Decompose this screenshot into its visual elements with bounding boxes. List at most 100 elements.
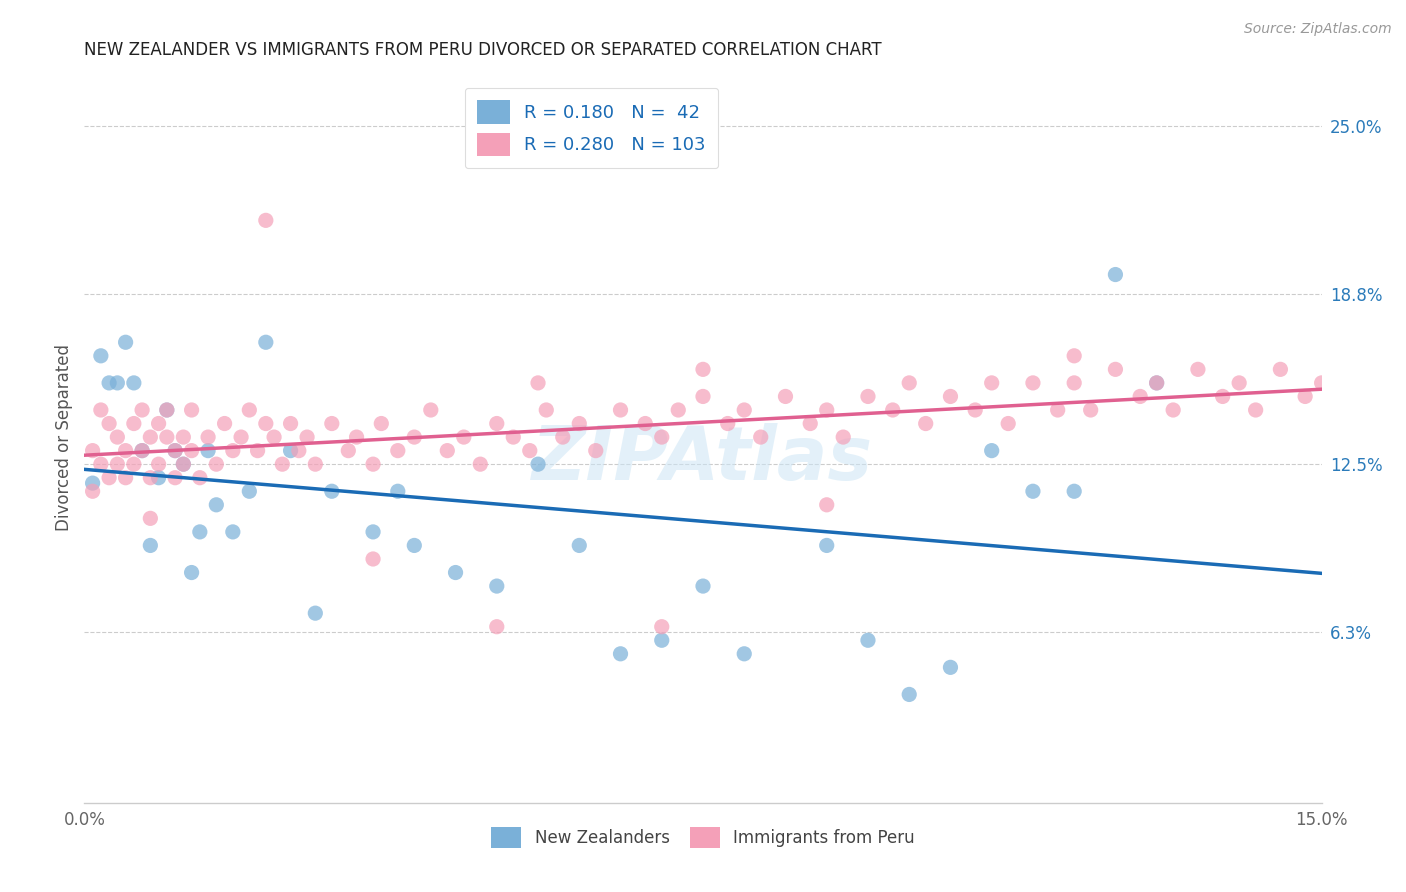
Point [222, 524, 245, 539]
Point [205, 498, 228, 512]
Point [139, 511, 162, 525]
Point [180, 403, 202, 417]
Point [156, 430, 179, 444]
Point [90, 403, 112, 417]
Point [214, 417, 236, 431]
Text: ZIPAtlas: ZIPAtlas [533, 423, 873, 496]
Point [536, 403, 558, 417]
Point [254, 417, 277, 431]
Point [502, 430, 524, 444]
Point [361, 457, 384, 471]
Point [1146, 376, 1168, 390]
Point [609, 403, 631, 417]
Point [122, 417, 145, 431]
Point [188, 524, 211, 539]
Point [1227, 376, 1250, 390]
Point [692, 389, 714, 403]
Point [453, 430, 475, 444]
Point [856, 633, 879, 648]
Point [444, 566, 467, 580]
Point [485, 417, 508, 431]
Point [254, 335, 277, 350]
Point [980, 443, 1002, 458]
Point [485, 579, 508, 593]
Point [321, 417, 343, 431]
Point [122, 376, 145, 390]
Point [180, 566, 202, 580]
Point [815, 498, 838, 512]
Point [1187, 362, 1209, 376]
Point [148, 471, 170, 485]
Point [585, 443, 607, 458]
Point [997, 417, 1019, 431]
Point [131, 403, 153, 417]
Point [832, 430, 855, 444]
Point [105, 376, 128, 390]
Point [1104, 268, 1126, 282]
Point [98, 376, 121, 390]
Point [114, 471, 136, 485]
Point [965, 403, 987, 417]
Point [856, 389, 879, 403]
Point [1104, 362, 1126, 376]
Point [799, 417, 821, 431]
Point [98, 417, 121, 431]
Point [815, 403, 838, 417]
Point [188, 471, 211, 485]
Point [82, 484, 104, 499]
Point [82, 476, 104, 491]
Point [205, 457, 228, 471]
Point [180, 443, 202, 458]
Point [651, 620, 673, 634]
Point [238, 484, 260, 499]
Point [90, 457, 112, 471]
Point [527, 457, 550, 471]
Point [436, 443, 458, 458]
Point [114, 335, 136, 350]
Point [337, 443, 360, 458]
Point [148, 457, 170, 471]
Point [898, 376, 921, 390]
Point [295, 430, 318, 444]
Point [1063, 376, 1085, 390]
Point [197, 443, 219, 458]
Point [1046, 403, 1069, 417]
Legend: New Zealanders, Immigrants from Peru: New Zealanders, Immigrants from Peru [484, 819, 922, 856]
Point [229, 430, 252, 444]
Point [254, 213, 277, 227]
Point [898, 688, 921, 702]
Point [551, 430, 574, 444]
Point [568, 538, 591, 552]
Point [122, 457, 145, 471]
Point [749, 430, 772, 444]
Point [1080, 403, 1102, 417]
Point [82, 443, 104, 458]
Point [361, 524, 384, 539]
Point [271, 457, 294, 471]
Point [419, 403, 441, 417]
Point [98, 471, 121, 485]
Point [666, 403, 689, 417]
Point [485, 620, 508, 634]
Point [1310, 376, 1333, 390]
Point [1294, 389, 1316, 403]
Point [346, 430, 368, 444]
Point [321, 484, 343, 499]
Point [634, 417, 657, 431]
Point [304, 457, 326, 471]
Y-axis label: Divorced or Separated: Divorced or Separated [55, 343, 73, 531]
Point [131, 443, 153, 458]
Point [568, 417, 591, 431]
Point [1022, 376, 1045, 390]
Point [717, 417, 740, 431]
Point [1161, 403, 1184, 417]
Point [1129, 389, 1152, 403]
Point [238, 403, 260, 417]
Point [280, 417, 302, 431]
Point [651, 633, 673, 648]
Point [139, 430, 162, 444]
Point [172, 457, 194, 471]
Point [1270, 362, 1292, 376]
Point [131, 443, 153, 458]
Point [1022, 484, 1045, 499]
